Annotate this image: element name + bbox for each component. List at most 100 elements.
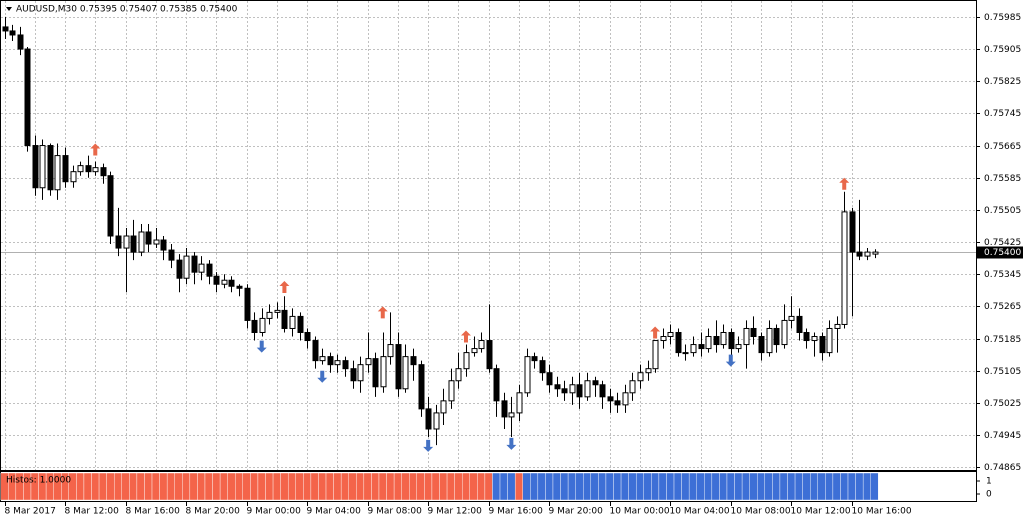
- x-tick-label: 9 Mar 04:00: [307, 507, 362, 517]
- histogram-bar: [696, 472, 705, 501]
- candle-body: [607, 396, 614, 402]
- sell-arrow: [279, 281, 290, 294]
- candle-body: [796, 315, 803, 333]
- candle-body: [395, 344, 402, 390]
- candle-body: [811, 336, 818, 342]
- candle-body: [9, 30, 16, 36]
- candle-body: [637, 372, 644, 382]
- histogram-bar: [333, 472, 342, 501]
- x-tick-label: 10 Mar 00:00: [610, 507, 670, 517]
- candle-body: [841, 211, 848, 325]
- histogram-bar: [416, 472, 425, 501]
- histogram-bar: [348, 472, 357, 501]
- histogram-bar: [522, 472, 531, 501]
- candle-body: [319, 356, 326, 362]
- candle-body: [168, 249, 175, 261]
- histogram-bar: [825, 472, 834, 501]
- histogram-bar: [628, 472, 637, 501]
- histogram-bar: [83, 472, 92, 501]
- candle-body: [735, 344, 742, 350]
- histogram-bar: [257, 472, 266, 501]
- histogram-bar: [363, 472, 372, 501]
- histogram-bar: [469, 472, 478, 501]
- candle-body: [455, 368, 462, 382]
- histogram-bar: [605, 472, 614, 501]
- candle-body: [327, 356, 334, 366]
- candle-body: [191, 255, 198, 273]
- y-tick-label: 0.75745: [984, 109, 1021, 119]
- histogram-bar: [409, 472, 418, 501]
- chart-title: AUDUSD,M30 0.75395 0.75407 0.75385 0.754…: [16, 5, 238, 15]
- histogram-bar: [151, 472, 160, 501]
- candle-body: [62, 155, 69, 183]
- candle-body: [773, 327, 780, 346]
- histogram-bar: [704, 472, 713, 501]
- candle-body: [418, 364, 425, 410]
- histogram-bar: [235, 472, 244, 501]
- histogram-bar: [401, 472, 410, 501]
- current-price-box: [977, 246, 1023, 259]
- histogram-bar: [651, 472, 660, 501]
- histogram-bar: [681, 472, 690, 501]
- candle-body: [728, 331, 735, 350]
- candle-body: [766, 327, 773, 354]
- histogram-bar: [454, 472, 463, 501]
- candle-body: [206, 263, 213, 277]
- candle-body: [750, 327, 757, 338]
- histogram-bar: [530, 472, 539, 501]
- y-tick-label: 0.75665: [984, 142, 1021, 152]
- main-panel: [0, 0, 977, 471]
- candle-body: [856, 251, 863, 257]
- buy-arrow: [317, 370, 328, 383]
- histogram-bar: [189, 472, 198, 501]
- candle-body: [599, 384, 606, 398]
- histogram-bar: [250, 472, 259, 501]
- y-tick-label: 0.75825: [984, 77, 1021, 87]
- histogram-bar: [870, 472, 879, 501]
- candle-body: [115, 235, 122, 249]
- histogram-bar: [446, 472, 455, 501]
- candle-body: [660, 336, 667, 342]
- candle-body: [342, 360, 349, 370]
- candle-body: [228, 279, 235, 287]
- candle-body: [758, 336, 765, 354]
- candle-body: [281, 309, 288, 329]
- y-tick-label: 0.75025: [984, 399, 1021, 409]
- candle-body: [259, 317, 266, 333]
- candle-body: [834, 323, 841, 329]
- histogram-bar: [91, 472, 100, 501]
- sell-arrow: [90, 143, 101, 156]
- candle-body: [864, 251, 871, 257]
- histogram-bar: [136, 472, 145, 501]
- histogram-bar: [461, 472, 470, 501]
- x-tick-label: 8 Mar 12:00: [65, 507, 120, 517]
- candle-body: [743, 327, 750, 346]
- histogram-bar: [356, 472, 365, 501]
- candle-body: [698, 344, 705, 350]
- candle-body: [667, 331, 674, 338]
- histogram-bar: [219, 472, 228, 501]
- candle-body: [788, 315, 795, 321]
- histogram-y-tick-label: 0: [986, 490, 992, 500]
- histogram-bar: [560, 472, 569, 501]
- histogram-bar: [492, 472, 501, 501]
- candle-body: [720, 331, 727, 346]
- y-tick-label: 0.75905: [984, 45, 1021, 55]
- candle-body: [251, 319, 258, 333]
- candle-body: [85, 165, 92, 173]
- sell-arrow: [460, 330, 471, 343]
- histogram-bar: [265, 472, 274, 501]
- histogram-bar: [772, 472, 781, 501]
- y-tick-label: 0.75345: [984, 270, 1021, 280]
- histogram-bar: [507, 472, 516, 501]
- candle-body: [849, 211, 856, 253]
- candle-body: [622, 392, 629, 406]
- candle-body: [266, 311, 273, 319]
- candle-body: [92, 167, 99, 173]
- y-tick-label: 0.74865: [984, 463, 1021, 473]
- histogram-bar: [76, 472, 85, 501]
- x-tick-label: 9 Mar 20:00: [549, 507, 604, 517]
- histogram-bar: [280, 472, 289, 501]
- candle-body: [312, 340, 319, 362]
- histogram-bar: [318, 472, 327, 501]
